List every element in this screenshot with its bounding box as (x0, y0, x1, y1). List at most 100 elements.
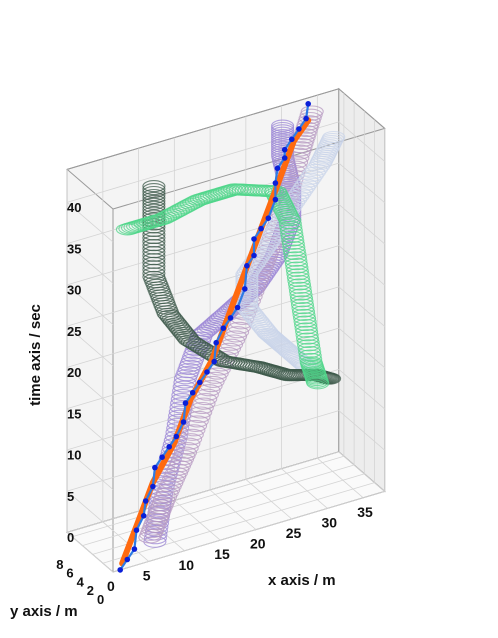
tube-ring (227, 321, 251, 334)
tube-ring (235, 298, 259, 311)
grid-left-t (66, 367, 114, 408)
x-tick-label: 30 (322, 514, 338, 530)
tube-ring (293, 315, 317, 328)
grid-back-t (66, 410, 339, 492)
measured-point (265, 215, 272, 221)
tube-ring (286, 268, 310, 281)
measured-point (281, 155, 288, 161)
measured-point (152, 464, 158, 471)
tube-ring (142, 188, 166, 202)
z-tick-label: 25 (67, 324, 81, 339)
tube-ring (278, 217, 302, 230)
tube-ring (294, 318, 318, 332)
tube-ring (142, 267, 166, 280)
grid-left-t (66, 243, 114, 284)
measured-point (242, 286, 248, 292)
grid-side-t (338, 451, 385, 492)
grid-left-t (66, 449, 114, 490)
tube-ring (297, 115, 321, 128)
tube-ring (222, 334, 246, 347)
tube-ring (295, 329, 319, 342)
measured-point (182, 400, 189, 406)
grid-side-t (338, 286, 385, 327)
tube-ring (148, 213, 173, 226)
grid-floor-y (102, 482, 375, 564)
tube-ring (187, 410, 211, 423)
x-tick-label: 15 (214, 546, 230, 562)
tube-ring (286, 271, 310, 284)
tube-ring (289, 291, 314, 305)
z-tick-label: 30 (67, 283, 81, 298)
tube-ring (142, 197, 166, 210)
measured-point (211, 358, 217, 365)
tube-ring (283, 251, 307, 264)
tube-ring (281, 237, 305, 250)
measured-point (197, 379, 203, 386)
tube-ring (289, 288, 313, 301)
x-tick-label: 25 (286, 525, 302, 541)
y-tick-label: 6 (66, 566, 73, 581)
tube-ring (192, 397, 216, 410)
tube-ring (290, 298, 315, 311)
grid-side-t (338, 162, 385, 203)
measured-point (166, 444, 172, 450)
tube-ring (296, 332, 320, 345)
tube-ring (168, 405, 192, 418)
measured-point (189, 389, 196, 396)
measured-point (244, 263, 250, 269)
z-tick-label: 40 (67, 200, 81, 215)
measured-point (180, 419, 187, 425)
series-layer (115, 101, 346, 573)
tube-ring (189, 406, 213, 419)
tube-ring (294, 322, 318, 335)
tube-ring (299, 352, 323, 365)
grid-back-t (66, 451, 339, 533)
tube-ring (142, 183, 166, 196)
grid-left-t (66, 490, 114, 532)
grid-floor-x (209, 489, 257, 530)
measured-point (142, 498, 149, 504)
tube-ring (298, 111, 322, 125)
grid-left-t (66, 325, 114, 367)
tube-ring (173, 446, 198, 459)
tube-ring (169, 401, 193, 414)
tube-ring (142, 185, 166, 199)
grid-left-t (66, 532, 114, 573)
tube-ring (279, 224, 303, 237)
tube-ring (226, 326, 250, 339)
grid-floor-y (112, 491, 385, 573)
tube-ring (283, 247, 307, 261)
grid-floor-y (82, 464, 355, 546)
tube-ring (298, 349, 322, 362)
tube-ring (235, 279, 259, 292)
grid-floor-x (317, 457, 364, 499)
tube-ring (271, 121, 295, 135)
tube-ring (282, 241, 306, 254)
measured-point (220, 325, 227, 332)
tube-ring (297, 339, 321, 352)
tube-ring (282, 244, 306, 257)
grid-floor-y (92, 473, 365, 555)
grid-back-t (66, 327, 339, 410)
tube-ring (306, 377, 330, 390)
tube-ring (271, 126, 295, 139)
tube-ring (288, 285, 313, 298)
tube-ring (293, 312, 317, 325)
tube-ring (142, 200, 166, 213)
measured-point (140, 513, 147, 519)
tube-ring (175, 442, 199, 455)
x-tick-label: 35 (357, 504, 373, 520)
tube-ring (295, 325, 319, 338)
tube-ring (288, 281, 312, 294)
z-tick-label: 10 (67, 448, 81, 463)
grid-left-t (66, 284, 114, 325)
tube-ring (142, 263, 166, 276)
tube-ring (190, 401, 214, 415)
grid-side-t (338, 410, 385, 451)
tube-ring (142, 180, 166, 193)
tube-ring (271, 119, 295, 132)
measured-point (150, 483, 156, 490)
tube-ring (280, 227, 304, 240)
